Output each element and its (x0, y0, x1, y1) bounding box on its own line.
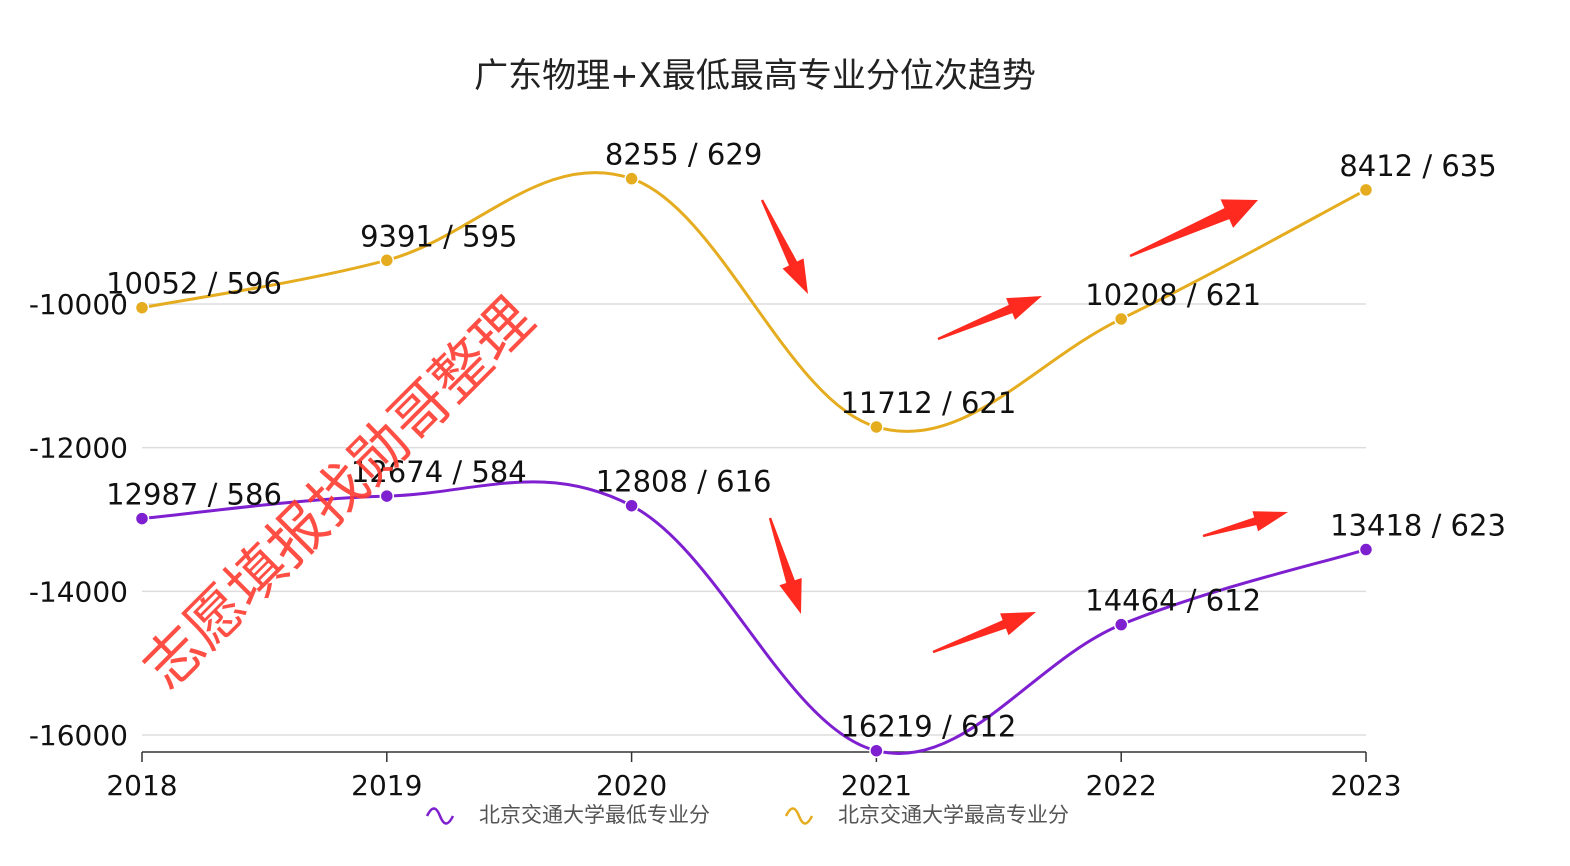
data-labels: 12987 / 586 12674 / 584 12808 / 616 16219 /… (106, 138, 1506, 744)
data-label: 10208 / 621 (1085, 278, 1261, 312)
data-point (869, 743, 884, 758)
trend-arrow (1129, 199, 1258, 258)
data-point (134, 511, 150, 526)
trend-arrow (1202, 511, 1288, 538)
data-point (1113, 617, 1129, 632)
data-label: 8412 / 635 (1339, 149, 1496, 183)
data-label: 14464 / 612 (1085, 584, 1261, 618)
x-tick-label: 2023 (1330, 769, 1401, 802)
x-tick-label: 2020 (596, 769, 667, 802)
series-line-0 (141, 480, 1367, 755)
chart-title: 广东物理+X最低最高专业分位次趋势 (474, 56, 1036, 96)
data-point (134, 300, 150, 315)
data-points (134, 171, 1374, 758)
data-label: 10052 / 596 (106, 267, 282, 301)
data-point (379, 253, 395, 268)
y-tick-label: -16000 (29, 719, 128, 752)
x-axis-ticks: 2018 2019 2020 2021 2022 2023 (106, 769, 1401, 802)
y-tick-label: -12000 (29, 432, 128, 465)
y-tick-label: -14000 (29, 575, 128, 608)
series-line-1 (141, 171, 1367, 433)
data-point (624, 498, 639, 513)
data-label: 8255 / 629 (605, 138, 762, 172)
grid-lines (142, 303, 1366, 736)
trend-arrow (937, 296, 1042, 341)
trend-arrow (760, 199, 808, 294)
data-label: 16219 / 612 (840, 710, 1016, 744)
data-label: 9391 / 595 (360, 219, 517, 253)
legend-swatch-icon (784, 807, 814, 825)
y-tick-label: -10000 (29, 288, 128, 321)
data-point (1113, 311, 1129, 327)
data-point (869, 419, 884, 435)
trend-arrows (760, 199, 1288, 654)
data-label: 12987 / 586 (106, 478, 282, 512)
legend: 北京交通大学最低专业分 北京交通大学最高专业分 (425, 803, 1069, 827)
trend-arrow (932, 612, 1036, 654)
data-label: 13418 / 623 (1330, 509, 1506, 543)
legend-label: 北京交通大学最高专业分 (838, 803, 1069, 827)
x-tick-label: 2019 (351, 769, 422, 802)
data-label: 11712 / 621 (840, 386, 1016, 420)
y-axis-ticks: -10000 -12000 -14000 -16000 (29, 288, 128, 752)
legend-swatch-icon (425, 807, 455, 825)
series-lines (141, 171, 1367, 755)
data-point (624, 171, 639, 186)
data-point (1358, 542, 1374, 557)
x-tick-label: 2022 (1086, 769, 1157, 802)
x-tick-label: 2018 (106, 769, 177, 802)
data-point (1358, 182, 1374, 198)
data-label: 12808 / 616 (596, 465, 772, 499)
legend-label: 北京交通大学最低专业分 (479, 803, 710, 827)
trend-arrow (768, 517, 802, 614)
data-point (379, 488, 395, 504)
data-label: 12674 / 584 (351, 455, 527, 489)
x-tick-label: 2021 (841, 769, 912, 802)
x-axis (141, 751, 1367, 762)
